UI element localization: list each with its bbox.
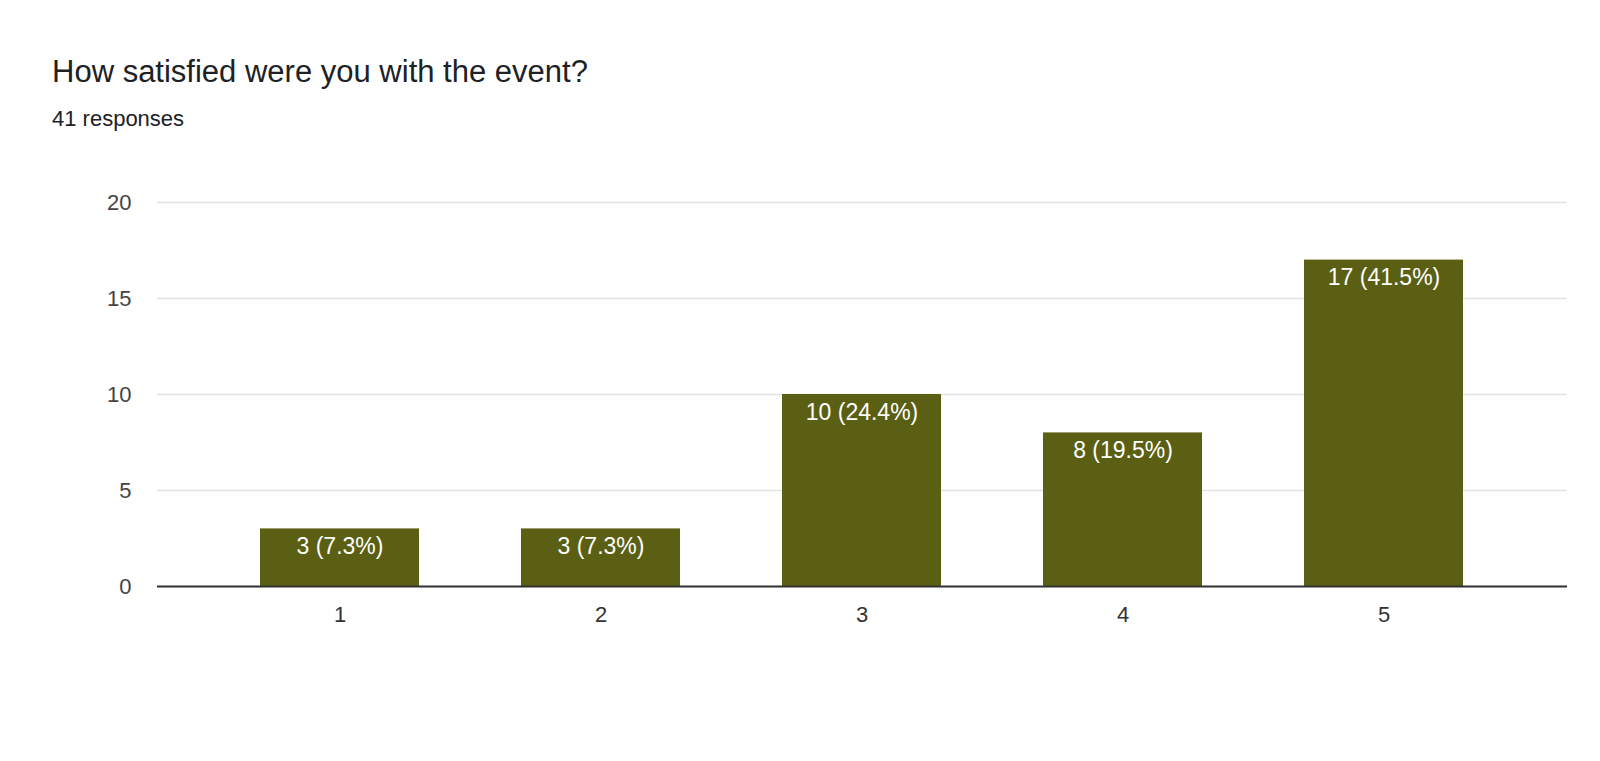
svg-text:10 (24.4%): 10 (24.4%)	[806, 399, 919, 425]
svg-text:17 (41.5%): 17 (41.5%)	[1328, 264, 1441, 290]
svg-text:5: 5	[119, 478, 131, 503]
html-text:How satisfied were you with th: How satisfied were you with the event?	[52, 54, 588, 89]
svg-text:3: 3	[856, 602, 868, 627]
svg-text:1: 1	[334, 602, 346, 627]
svg-text:8 (19.5%): 8 (19.5%)	[1073, 437, 1173, 463]
svg-text:0: 0	[119, 574, 131, 599]
svg-text:3 (7.3%): 3 (7.3%)	[558, 533, 645, 559]
svg-text:4: 4	[1117, 602, 1129, 627]
html-text:41 responses: 41 responses	[52, 106, 185, 131]
svg-text:2: 2	[595, 602, 607, 627]
svg-text:10: 10	[107, 382, 131, 407]
svg-text:3 (7.3%): 3 (7.3%)	[297, 533, 384, 559]
svg-text:20: 20	[107, 190, 131, 215]
svg-text:15: 15	[107, 286, 131, 311]
svg-text:5: 5	[1378, 602, 1390, 627]
